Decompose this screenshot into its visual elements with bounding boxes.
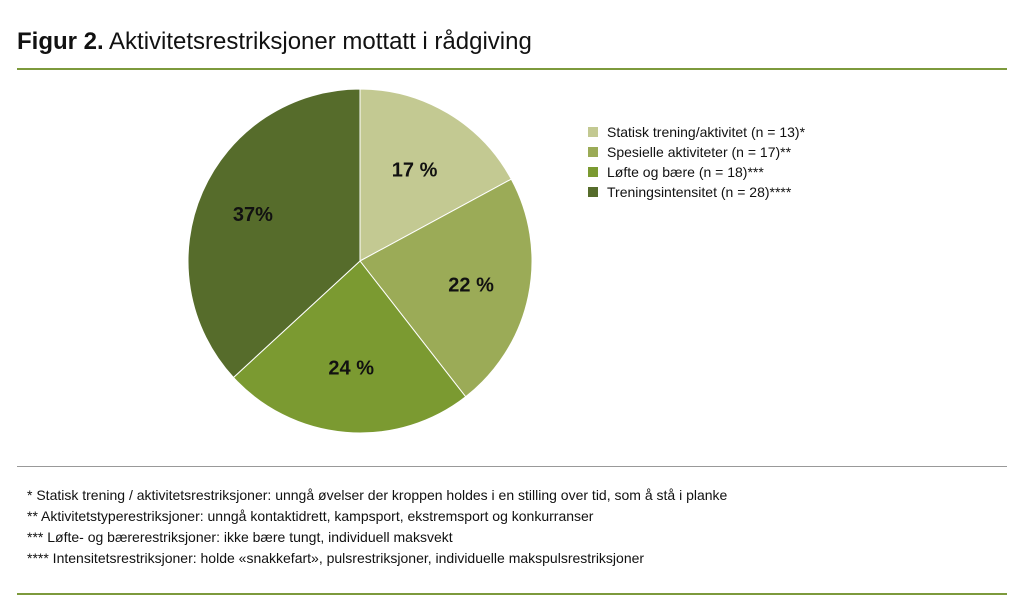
legend-label: Statisk trening/aktivitet (n = 13)* xyxy=(607,124,806,140)
figure-title-text: Aktivitetsrestriksjoner mottatt i rådgiv… xyxy=(109,28,532,55)
legend-item: Treningsintensitet (n = 28)**** xyxy=(588,182,805,202)
legend-item: Spesielle aktiviteter (n = 17)** xyxy=(588,142,805,162)
figure-label: Figur 2. xyxy=(17,28,104,55)
data-label: 17 % xyxy=(392,159,438,181)
pie-slice xyxy=(232,260,467,434)
pie-chart: 17 % 22 % 24 % 37% xyxy=(187,88,533,434)
legend-swatch xyxy=(588,187,598,197)
pie-slice xyxy=(359,88,512,262)
legend-label: Løfte og bære (n = 18)*** xyxy=(607,164,764,180)
footnote: *** Løfte- og bærerestriksjoner: ikke bæ… xyxy=(27,529,453,545)
legend: Statisk trening/aktivitet (n = 13)* Spes… xyxy=(588,122,805,202)
pie-slice xyxy=(359,178,533,398)
pie-slice xyxy=(187,88,361,379)
data-label: 24 % xyxy=(328,357,374,379)
footnote: * Statisk trening / aktivitetsrestriksjo… xyxy=(27,487,728,503)
legend-label: Spesielle aktiviteter (n = 17)** xyxy=(607,144,792,160)
data-label: 22 % xyxy=(448,274,494,296)
legend-item: Statisk trening/aktivitet (n = 13)* xyxy=(588,122,805,142)
legend-label: Treningsintensitet (n = 28)**** xyxy=(607,184,792,200)
footnote-divider xyxy=(17,466,1007,467)
footnotes: * Statisk trening / aktivitetsrestriksjo… xyxy=(27,485,727,569)
bottom-divider xyxy=(17,593,1007,595)
legend-swatch xyxy=(588,127,598,137)
top-divider xyxy=(17,68,1007,70)
legend-swatch xyxy=(588,147,598,157)
legend-item: Løfte og bære (n = 18)*** xyxy=(588,162,805,182)
footnote: ** Aktivitetstyperestriksjoner: unngå ko… xyxy=(27,508,594,524)
data-label: 37% xyxy=(233,204,273,226)
footnote: **** Intensitetsrestriksjoner: holde «sn… xyxy=(27,550,645,566)
figure-title: Figur 2. Aktivitetsrestriksjoner mottatt… xyxy=(17,28,532,56)
legend-swatch xyxy=(588,167,598,177)
